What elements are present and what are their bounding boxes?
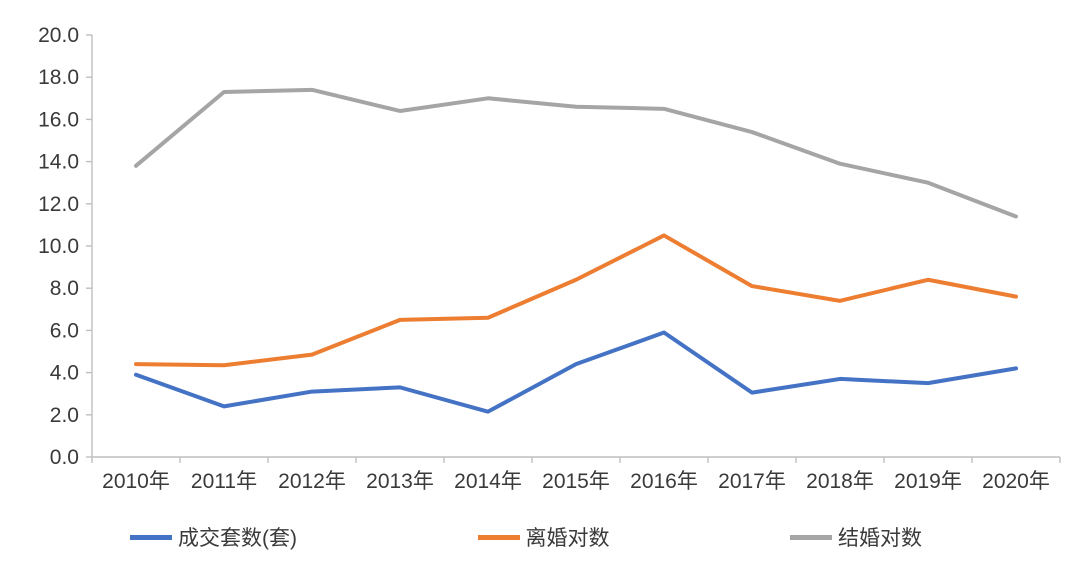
y-axis-tick-label: 6.0 (50, 319, 79, 342)
x-axis-tick-label: 2012年 (278, 470, 346, 493)
x-axis-tick-label: 2015年 (542, 470, 610, 493)
x-axis-ticks (91, 457, 1061, 463)
y-axis-tick-label: 8.0 (50, 277, 79, 300)
series-line-1 (134, 233, 1018, 368)
legend-item-transactions: 成交套数(套) (130, 522, 297, 552)
y-axis-tick-label: 2.0 (50, 404, 79, 427)
legend-label: 成交套数(套) (178, 527, 297, 550)
x-axis-tick-label: 2018年 (806, 470, 874, 493)
x-axis-tick-label: 2014年 (454, 470, 522, 493)
chart-plot-area: 0.02.04.06.08.010.012.014.016.018.020.0 … (38, 24, 1061, 493)
x-axis-tick-label: 2017年 (718, 470, 786, 493)
y-axis-tick-label: 10.0 (38, 235, 79, 258)
x-axis-tick-label: 2019年 (894, 470, 962, 493)
x-axis-tick-label: 2011年 (191, 470, 257, 493)
legend-swatch-line-blue (130, 534, 172, 540)
y-axis-tick-label: 18.0 (38, 66, 79, 89)
x-axis-tick-label: 2016年 (630, 470, 698, 493)
legend-label: 结婚对数 (838, 527, 922, 550)
x-axis-labels: 2010年 2011年 2012年 2013年 2014年 2015年 2016年 2017年… (102, 470, 1050, 493)
y-axis-tick-label: 4.0 (50, 362, 79, 385)
y-axis-labels: 0.0 2.0 4.0 6.0 8.0 10.0 12.0 14.0 16.0 18.0 20.0 (38, 24, 79, 469)
legend-label: 离婚对数 (525, 527, 610, 550)
legend-item-divorces: 离婚对数 (477, 522, 610, 552)
chart-legend: 成交套数(套) 离婚对数 结婚对数 (0, 522, 1080, 552)
y-axis-tick-label: 0.0 (50, 446, 79, 469)
y-axis-ticks (86, 34, 92, 458)
x-axis-tick-label: 2013年 (366, 470, 434, 493)
legend-swatch-line-gray (790, 534, 832, 540)
x-axis-tick-label: 2010年 (102, 470, 170, 493)
y-axis-tick-label: 12.0 (38, 193, 79, 216)
legend-item-marriages: 结婚对数 (790, 522, 922, 552)
series-lines (134, 87, 1018, 414)
legend-swatch-line-orange (477, 534, 520, 540)
series-line-2 (134, 87, 1018, 219)
axis-lines (91, 35, 1060, 458)
y-axis-tick-label: 20.0 (38, 24, 79, 47)
series-line-0 (134, 330, 1018, 414)
y-axis-tick-label: 14.0 (38, 151, 79, 174)
x-axis-tick-label: 2020年 (982, 470, 1050, 493)
y-axis-tick-label: 16.0 (38, 108, 79, 131)
